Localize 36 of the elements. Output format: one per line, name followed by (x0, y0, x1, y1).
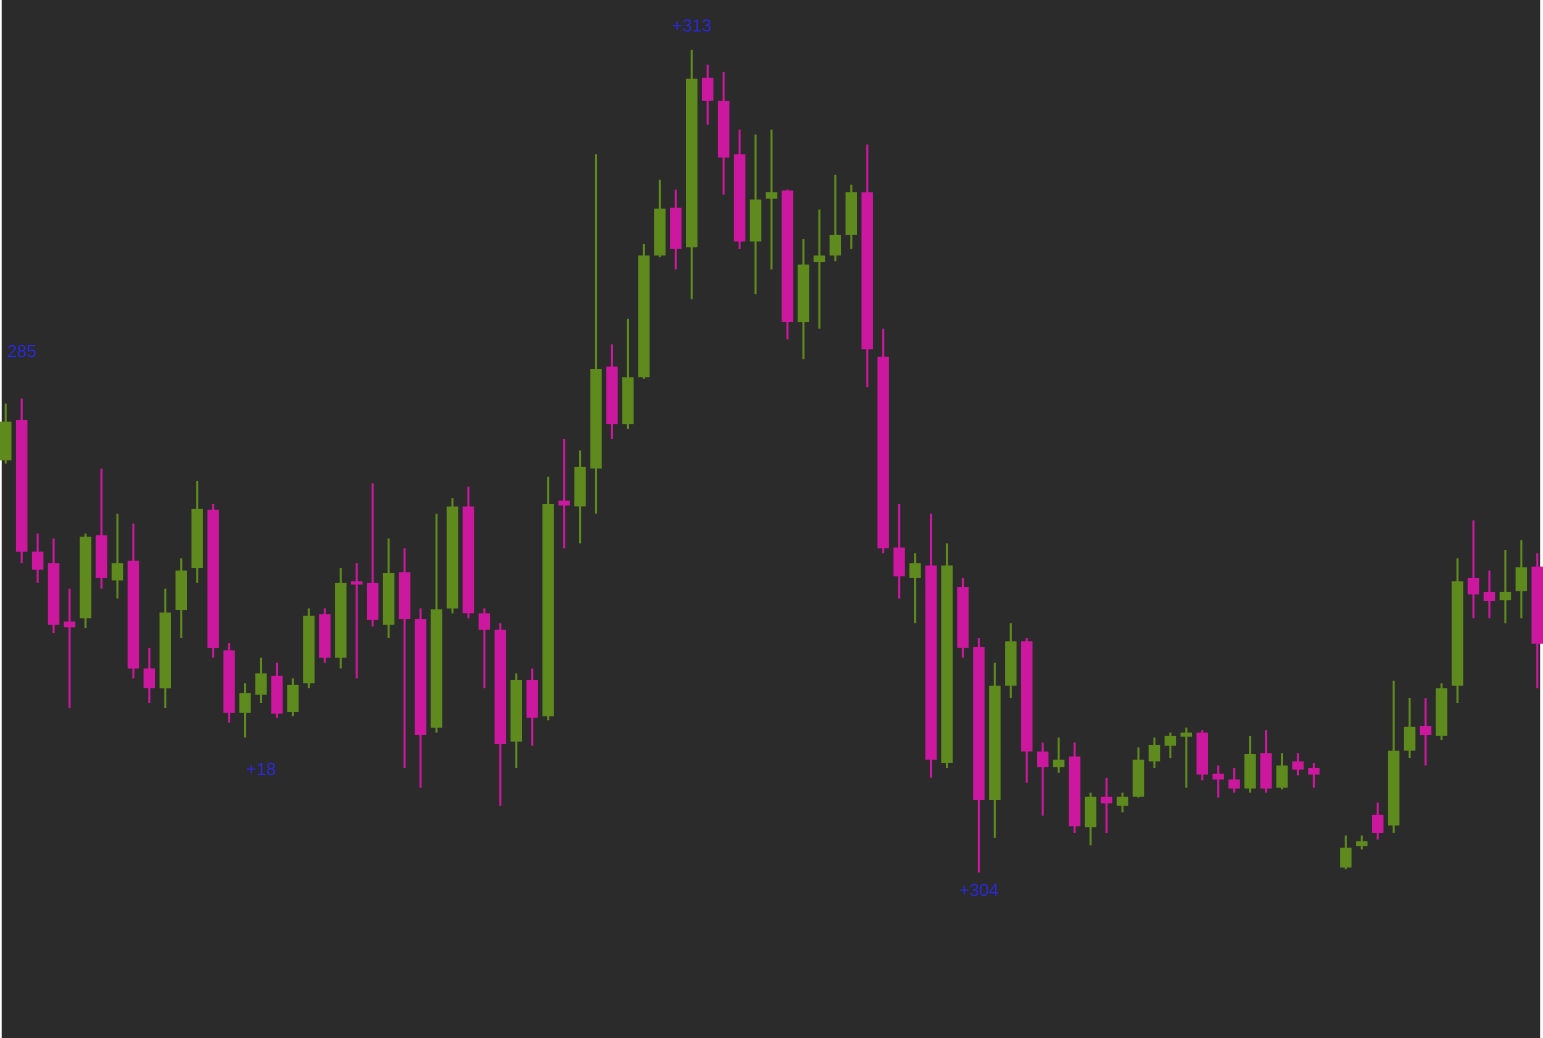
candlestick (1228, 766, 1240, 794)
candlestick (765, 128, 778, 271)
candlestick (255, 656, 267, 705)
candlestick (1371, 801, 1384, 841)
candlestick (1340, 834, 1352, 871)
candlestick (111, 512, 124, 600)
candlestick (478, 607, 491, 690)
candlestick (31, 532, 44, 584)
candlestick (1467, 519, 1480, 620)
candlestick (1292, 752, 1304, 777)
candlestick (1036, 741, 1049, 817)
candlestick (1483, 569, 1496, 620)
candlestick (1164, 731, 1177, 760)
candlestick (239, 682, 251, 739)
candlestick (1212, 764, 1224, 799)
candlestick (829, 173, 842, 263)
candlestick (1052, 736, 1065, 774)
candlestick (1499, 548, 1512, 625)
text: +313 (672, 19, 711, 32)
text: +304 (960, 883, 999, 897)
annotation: 285 (8, 344, 36, 358)
candlestick (1180, 726, 1193, 789)
candlestick (701, 63, 714, 126)
candlestick (350, 562, 363, 680)
annotation: +18 (247, 762, 276, 776)
candlestick (1276, 752, 1288, 791)
candlestick (558, 437, 570, 550)
candlestick (909, 552, 921, 625)
candlestick (1419, 697, 1432, 767)
candlestick (1515, 539, 1528, 620)
candlestick (1403, 697, 1416, 760)
candlestick (1308, 762, 1320, 789)
candlestick (1116, 791, 1129, 814)
candlestick (1148, 736, 1161, 770)
candlestick (143, 646, 156, 705)
candlestick (813, 208, 826, 330)
